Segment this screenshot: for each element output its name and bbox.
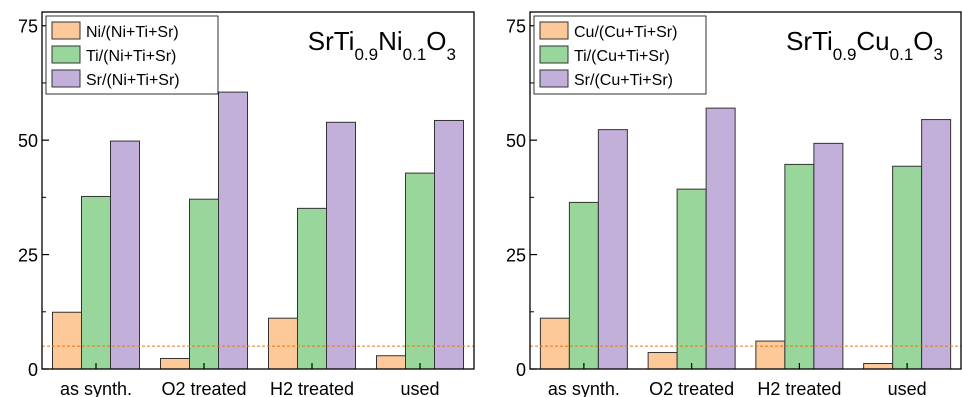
bar-sr-4 (921, 119, 952, 370)
y-tick-label: 50 (506, 131, 526, 151)
x-tick-label: used (888, 379, 927, 397)
bar-sr-1 (110, 140, 140, 370)
bar-ti-4 (892, 165, 923, 370)
y-tick-label: 25 (506, 246, 526, 266)
bar-ni-1 (52, 311, 82, 370)
legend-swatch (539, 45, 569, 64)
bar-sr-3 (813, 142, 844, 370)
legend-label: Sr/(Ni+Ti+Sr) (86, 72, 180, 89)
x-tick-label: as synth. (548, 379, 620, 397)
plot-frame (41, 11, 475, 370)
legend-swatch (51, 45, 81, 64)
bar-sr-3 (326, 121, 356, 370)
x-tick-label: used (400, 379, 439, 397)
bar-cu-4 (863, 363, 894, 370)
bar-ti-4 (405, 172, 435, 370)
legend-label: Cu/(Cu+Ti+Sr) (574, 24, 677, 41)
bar-sr-4 (434, 119, 464, 370)
bar-ti-1 (568, 201, 599, 370)
chart-title: SrTi0.9Ni0.1O3 (308, 26, 456, 64)
bar-sr-1 (597, 129, 628, 370)
bar-ni-4 (376, 355, 406, 370)
bar-ti-3 (784, 163, 815, 370)
chart-panel-1: 0 25 50 75 as synth. O2 treated H2 treated used… (18, 11, 475, 397)
bar-ti-2 (189, 198, 219, 370)
bar-ti-2 (676, 188, 707, 370)
bar-sr-2 (218, 91, 248, 370)
legend-swatch (539, 69, 569, 88)
x-tick-label: H2 treated (270, 379, 354, 397)
y-tick-label: 0 (516, 360, 526, 380)
y-tick-label: 75 (506, 17, 526, 37)
chart-title: SrTi0.9Cu0.1O3 (786, 26, 943, 64)
y-tick-label: 75 (18, 17, 38, 37)
x-tick-label: O2 treated (649, 379, 734, 397)
legend-label: Ti/(Ni+Ti+Sr) (86, 48, 176, 65)
x-tick-label: O2 treated (161, 379, 246, 397)
legend-label: Ti/(Cu+Ti+Sr) (574, 48, 670, 65)
bar-cu-3 (755, 340, 786, 370)
bar-sr-2 (705, 107, 736, 370)
legend-label: Sr/(Cu+Ti+Sr) (574, 72, 673, 89)
legend-label: Ni/(Ni+Ti+Sr) (86, 24, 179, 41)
bar-ti-3 (297, 207, 327, 370)
bar-ni-2 (160, 357, 190, 370)
bar-ti-1 (81, 195, 111, 370)
y-tick-label: 50 (18, 131, 38, 151)
legend-swatch (51, 69, 81, 88)
bar-ni-3 (268, 317, 298, 370)
x-tick-label: as synth. (60, 379, 132, 397)
y-tick-label: 0 (28, 360, 38, 380)
y-tick-label: 25 (18, 246, 38, 266)
legend-swatch (51, 21, 81, 40)
legend-swatch (539, 21, 569, 40)
bar-cu-2 (647, 352, 678, 370)
plot-frame (529, 11, 962, 370)
x-tick-label: H2 treated (757, 379, 841, 397)
bar-cu-1 (539, 317, 570, 370)
chart-panel-2: 0 25 50 75 as synth. O2 treated H2 treated used… (506, 11, 962, 397)
